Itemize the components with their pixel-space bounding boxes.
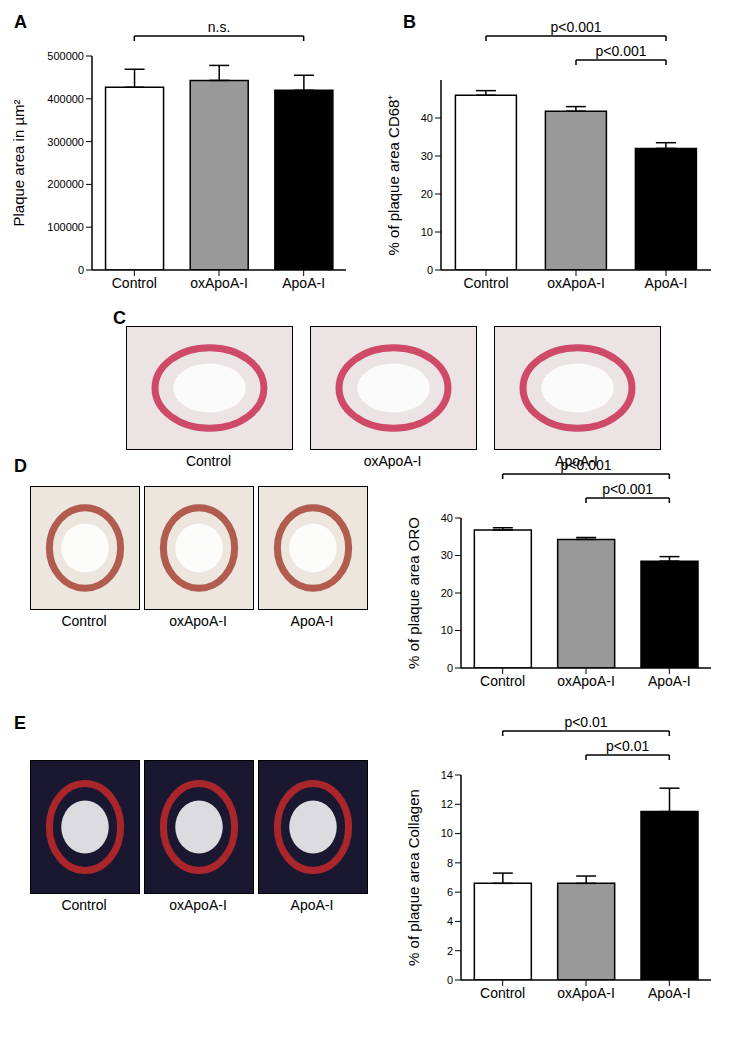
html-text:oxApoA-I: oxApoA-I <box>169 897 227 913</box>
svg-text:14: 14 <box>441 769 453 781</box>
svg-text:30: 30 <box>421 150 433 162</box>
html-text:A: A <box>14 12 27 32</box>
html-text:oxApoA-I: oxApoA-I <box>363 453 422 469</box>
svg-text:ApoA-I: ApoA-I <box>282 275 325 291</box>
svg-text:0: 0 <box>427 264 433 276</box>
svg-text:oxApoA-I: oxApoA-I <box>557 985 615 1001</box>
svg-text:40: 40 <box>421 112 433 124</box>
html-text:B: B <box>403 12 416 32</box>
svg-text:500000: 500000 <box>47 50 84 62</box>
svg-text:2: 2 <box>447 945 453 957</box>
svg-text:10: 10 <box>441 827 453 839</box>
svg-text:Control: Control <box>480 673 525 689</box>
svg-text:0: 0 <box>447 974 453 986</box>
html-text:E: E <box>14 713 26 733</box>
svg-text:p<0.01: p<0.01 <box>564 714 607 730</box>
svg-text:Control: Control <box>463 275 508 291</box>
svg-text:p<0.001: p<0.001 <box>602 481 653 497</box>
html-text:Control: Control <box>61 897 107 913</box>
svg-text:4: 4 <box>447 915 453 927</box>
svg-text:Control: Control <box>112 275 157 291</box>
svg-text:% of plaque area CD68⁺: % of plaque area CD68⁺ <box>385 95 402 256</box>
svg-text:200000: 200000 <box>47 178 84 190</box>
svg-text:0: 0 <box>447 662 453 674</box>
svg-text:% of plaque area ORO: % of plaque area ORO <box>405 517 422 669</box>
svg-text:ApoA-I: ApoA-I <box>645 275 688 291</box>
svg-text:100000: 100000 <box>47 221 84 233</box>
svg-text:oxApoA-I: oxApoA-I <box>557 673 615 689</box>
svg-text:20: 20 <box>421 188 433 200</box>
svg-text:40: 40 <box>441 512 453 524</box>
svg-text:10: 10 <box>441 624 453 636</box>
svg-text:0: 0 <box>78 264 84 276</box>
svg-text:6: 6 <box>447 886 453 898</box>
html-text:C: C <box>113 308 126 328</box>
html-text:ApoA-I: ApoA-I <box>555 453 598 469</box>
html-text:D: D <box>14 456 27 476</box>
svg-text:oxApoA-I: oxApoA-I <box>547 275 605 291</box>
svg-text:p<0.001: p<0.001 <box>551 19 602 35</box>
svg-text:n.s.: n.s. <box>208 19 231 35</box>
svg-text:20: 20 <box>441 587 453 599</box>
html-text:Control: Control <box>185 453 232 469</box>
svg-text:Plaque area in µm²: Plaque area in µm² <box>10 99 27 226</box>
svg-text:400000: 400000 <box>47 93 84 105</box>
svg-text:p<0.001: p<0.001 <box>596 43 647 59</box>
html-text:oxApoA-I: oxApoA-I <box>169 613 227 629</box>
svg-text:30: 30 <box>441 549 453 561</box>
svg-text:10: 10 <box>421 226 433 238</box>
svg-text:12: 12 <box>441 798 453 810</box>
svg-text:% of plaque area Collagen: % of plaque area Collagen <box>405 789 422 966</box>
svg-text:oxApoA-I: oxApoA-I <box>190 275 248 291</box>
svg-text:300000: 300000 <box>47 136 84 148</box>
html-text:ApoA-I: ApoA-I <box>290 897 334 913</box>
svg-text:ApoA-I: ApoA-I <box>648 985 691 1001</box>
svg-text:ApoA-I: ApoA-I <box>648 673 691 689</box>
html-text:ApoA-I: ApoA-I <box>290 613 334 629</box>
svg-text:8: 8 <box>447 857 453 869</box>
svg-text:p<0.01: p<0.01 <box>606 738 649 754</box>
html-text:Control: Control <box>61 613 107 629</box>
svg-text:Control: Control <box>480 985 525 1001</box>
